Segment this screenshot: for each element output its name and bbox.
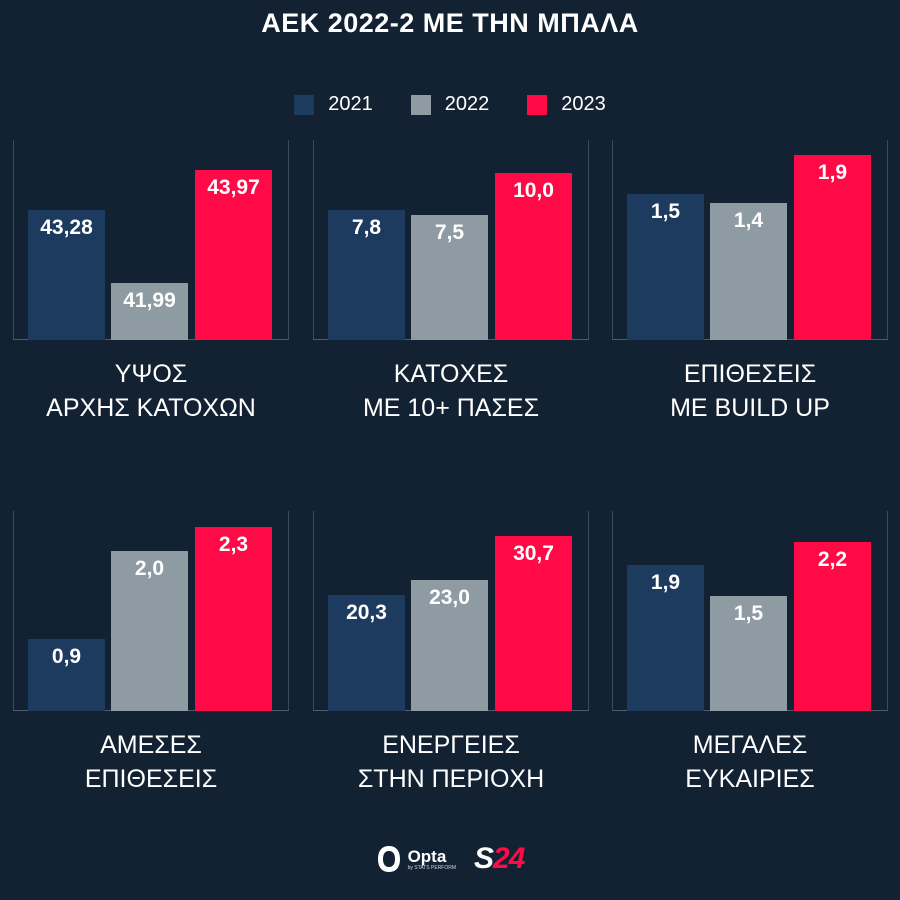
- bar-value-label: 1,4: [733, 209, 764, 233]
- bar-panel: 7,8 7,5 10,0: [313, 140, 589, 340]
- bar-2023: 2,3: [195, 527, 272, 711]
- bar-value-label: 1,9: [650, 570, 681, 594]
- bar-panel: 1,5 1,4 1,9: [612, 140, 888, 340]
- bar-value-label: 1,5: [733, 601, 764, 625]
- legend-swatch-2022: [410, 94, 431, 115]
- bar-value-label: 43,28: [40, 215, 93, 239]
- panel-border: [612, 511, 613, 711]
- bar-value-label: 2,3: [218, 533, 249, 556]
- footer-logos: Opta by STATS PERFORM S24: [0, 842, 900, 876]
- bar-value-label: 2,0: [134, 557, 165, 580]
- bar-2022: 1,5: [710, 595, 787, 711]
- panel-border: [288, 511, 289, 711]
- bar-2023: 2,2: [794, 541, 871, 711]
- panel-border: [588, 511, 589, 711]
- opta-subtext: by STATS PERFORM: [407, 865, 457, 871]
- bar-value-label: 20,3: [346, 601, 387, 624]
- bar-2023: 10,0: [495, 173, 572, 340]
- bar-2021: 0,9: [28, 639, 105, 711]
- opta-logo: Opta by STATS PERFORM: [376, 844, 456, 874]
- opta-wordmark: Opta: [407, 847, 447, 866]
- legend: 2021 2022 2023: [0, 93, 900, 116]
- bar-2021: 1,5: [627, 193, 704, 340]
- opta-icon: [377, 846, 400, 872]
- bar-2022: 23,0: [411, 579, 488, 711]
- panel-border: [588, 140, 589, 340]
- panel-border: [13, 140, 14, 340]
- bar-value-label: 41,99: [123, 289, 176, 313]
- legend-label-2022: 2022: [444, 93, 490, 115]
- s24-logo: S24: [474, 842, 525, 876]
- bar-panel: 43,28 41,99 43,97: [13, 140, 289, 340]
- bar-2023: 43,97: [195, 170, 272, 340]
- bar-2022: 2,0: [111, 551, 188, 711]
- bar-value-label: 1,9: [817, 160, 848, 184]
- panel-category-label: ΜΕΓΑΛΕΣ ΕΥΚΑΙΡΙΕΣ: [685, 731, 815, 793]
- bar-2022: 1,4: [710, 203, 787, 340]
- panel-border: [612, 140, 613, 340]
- bar-panel: 20,3 23,0 30,7: [313, 511, 589, 711]
- panel-category-label: ΑΜΕΣΕΣ ΕΠΙΘΕΣΕΙΣ: [84, 731, 218, 793]
- panel-border: [13, 511, 14, 711]
- panel-border: [313, 511, 314, 711]
- bar-value-label: 0,9: [51, 645, 82, 668]
- bar-2021: 20,3: [328, 595, 405, 711]
- bar-value-label: 10,0: [513, 179, 554, 203]
- bar-2021: 1,9: [627, 564, 704, 711]
- panel-category-label: ΕΠΙΘΕΣΕΙΣ ΜΕ BUILD UP: [670, 360, 830, 422]
- legend-label-2021: 2021: [328, 93, 373, 115]
- legend-swatch-2023: [527, 94, 548, 115]
- panel-border: [288, 140, 289, 340]
- panel-category-label: ΚΑΤΟΧΕΣ ΜΕ 10+ ΠΑΣΕΣ: [362, 360, 540, 422]
- bar-value-label: 23,0: [429, 585, 470, 609]
- panel-category-label: ΥΨΟΣ ΑΡΧΗΣ ΚΑΤΟΧΩΝ: [46, 360, 256, 422]
- legend-item-2021: 2021: [294, 93, 373, 116]
- legend-swatch-2021: [294, 94, 315, 115]
- legend-label-2023: 2023: [561, 93, 606, 115]
- legend-item-2022: 2022: [410, 93, 490, 116]
- bar-2022: 7,5: [411, 215, 488, 340]
- panel-category-label: ΕΝΕΡΓΕΙΕΣ ΣΤΗΝ ΠΕΡΙΟΧΗ: [357, 731, 545, 793]
- bar-value-label: 43,97: [207, 176, 260, 200]
- bar-value-label: 7,8: [351, 216, 382, 239]
- panel-border: [313, 140, 314, 340]
- bar-value-label: 1,5: [650, 199, 681, 223]
- chart-title: ΑΕΚ 2022-2 ΜΕ ΤΗΝ ΜΠΑΛΑ: [261, 8, 639, 38]
- bar-2023: 1,9: [794, 154, 871, 340]
- bar-2021: 43,28: [28, 209, 105, 340]
- bar-2022: 41,99: [111, 283, 188, 340]
- panel-border: [887, 511, 888, 711]
- s24-logo-s: S: [474, 842, 494, 875]
- panel-border: [887, 140, 888, 340]
- bar-value-label: 2,2: [817, 547, 848, 571]
- bar-panel: 1,9 1,5 2,2: [612, 511, 888, 711]
- legend-item-2023: 2023: [527, 93, 606, 116]
- bar-panel: 0,9 2,0 2,3: [13, 511, 289, 711]
- bar-value-label: 7,5: [434, 221, 465, 244]
- bar-2023: 30,7: [495, 535, 572, 711]
- bar-2021: 7,8: [328, 210, 405, 340]
- s24-logo-24: 24: [493, 842, 525, 875]
- bar-value-label: 30,7: [513, 541, 554, 565]
